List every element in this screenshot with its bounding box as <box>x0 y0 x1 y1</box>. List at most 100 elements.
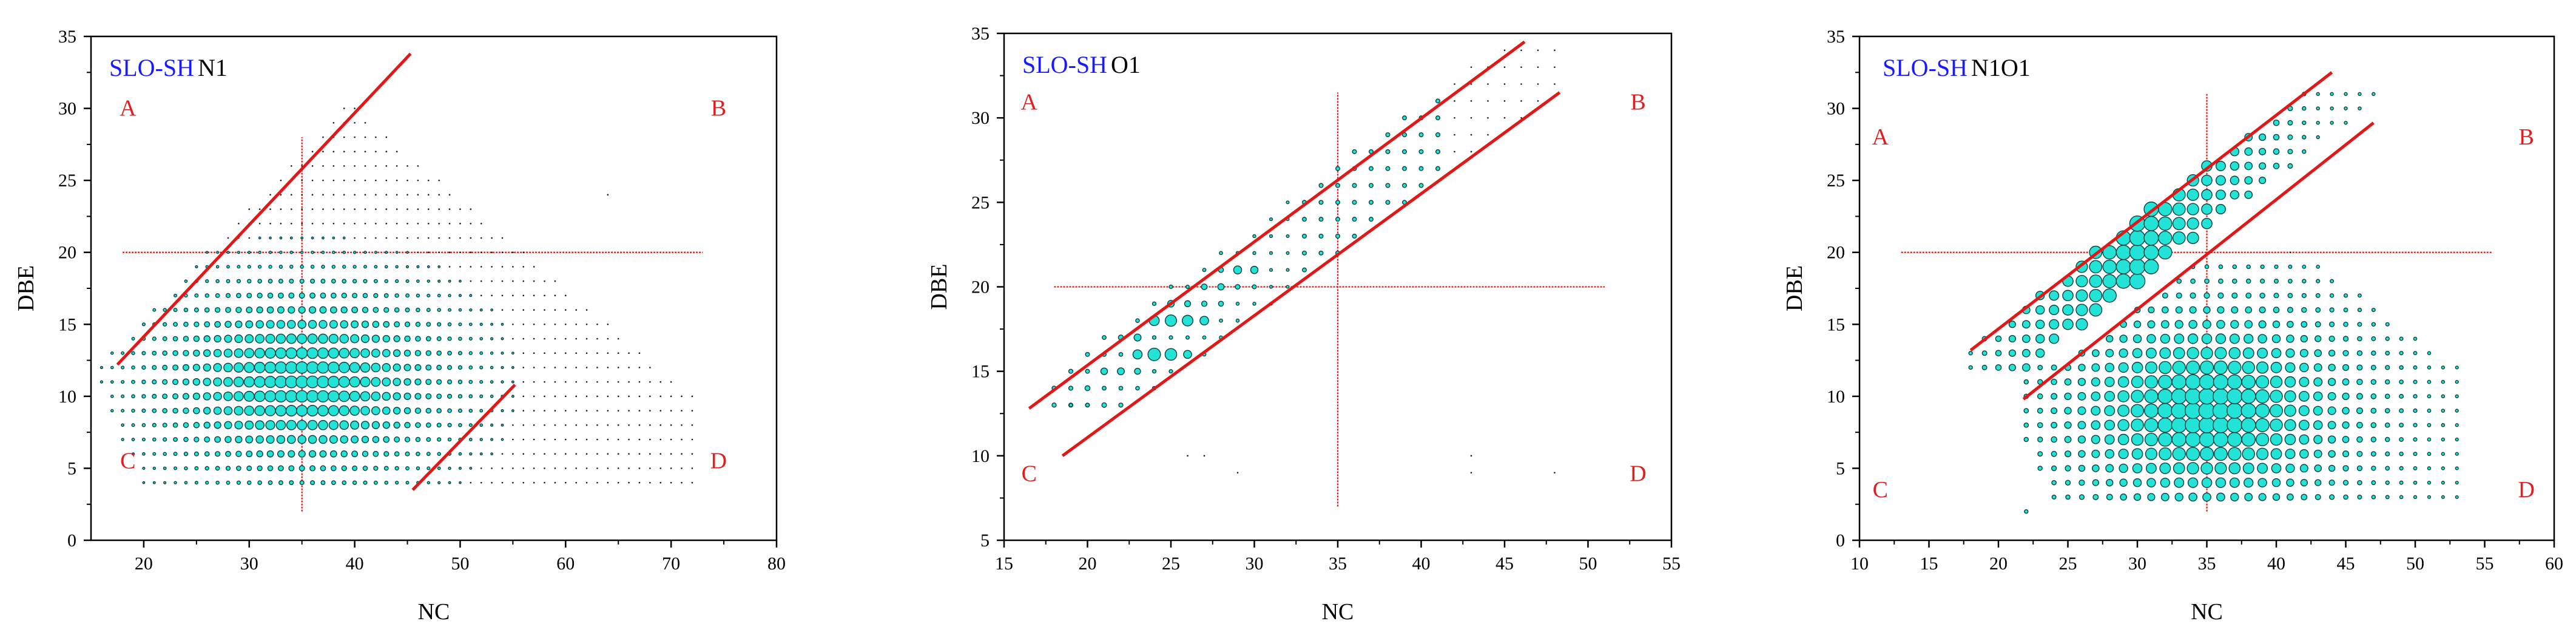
data-point <box>607 338 609 340</box>
data-point <box>490 423 494 427</box>
data-point <box>480 237 482 239</box>
data-point <box>2106 478 2114 487</box>
data-point <box>278 480 283 486</box>
data-point <box>343 165 345 167</box>
data-point <box>1554 49 1556 52</box>
data-point <box>141 409 146 413</box>
x-tick-label: 20 <box>135 554 153 574</box>
data-point <box>2106 334 2114 343</box>
data-point <box>2270 362 2282 373</box>
data-point <box>1151 368 1157 374</box>
data-point <box>2413 351 2418 356</box>
data-point <box>585 381 588 383</box>
data-point <box>1968 351 1973 356</box>
data-point <box>2427 394 2432 399</box>
data-point <box>266 320 275 329</box>
data-point <box>172 393 179 399</box>
data-point <box>121 394 125 398</box>
data-point <box>396 151 398 153</box>
data-point <box>2299 348 2308 358</box>
data-point <box>691 438 693 441</box>
data-point <box>416 293 420 298</box>
data-point <box>617 467 619 469</box>
data-point <box>1470 100 1472 102</box>
data-point <box>2342 436 2350 443</box>
data-point <box>183 322 189 327</box>
data-point <box>361 435 369 444</box>
data-point <box>607 410 609 412</box>
data-point <box>183 350 189 356</box>
data-point <box>396 165 398 167</box>
data-point <box>385 179 388 182</box>
region-label-c: C <box>120 448 135 473</box>
data-point <box>364 165 366 167</box>
data-point <box>2285 463 2295 473</box>
data-point <box>2104 391 2116 402</box>
data-point <box>575 453 577 455</box>
y-tick-label: 30 <box>1827 99 1845 119</box>
data-point <box>2316 92 2320 97</box>
data-point <box>2384 436 2390 443</box>
data-point <box>173 322 178 327</box>
data-point <box>425 379 432 385</box>
data-point <box>2299 362 2309 373</box>
data-point <box>256 306 263 314</box>
y-axis-title: DBE <box>13 265 39 311</box>
data-point <box>225 450 231 457</box>
data-point <box>2270 433 2283 446</box>
data-point <box>1402 149 1408 154</box>
region-label-d: D <box>710 448 727 473</box>
data-point <box>1302 250 1307 256</box>
data-point <box>1352 183 1357 188</box>
data-point <box>274 361 287 374</box>
data-point <box>319 320 328 329</box>
data-point <box>276 435 286 444</box>
data-point <box>2008 349 2017 357</box>
data-point <box>448 237 451 239</box>
data-point <box>427 481 430 484</box>
data-point <box>649 381 651 383</box>
data-point <box>2358 106 2362 110</box>
data-point <box>544 424 545 426</box>
data-point <box>2342 392 2350 401</box>
data-point <box>2216 319 2225 329</box>
data-point <box>2037 466 2043 471</box>
data-point <box>268 251 272 254</box>
data-point <box>277 450 285 458</box>
data-point <box>393 349 401 357</box>
data-point <box>448 266 451 268</box>
data-point <box>393 392 401 401</box>
data-point <box>2051 364 2057 371</box>
data-point <box>2171 432 2187 447</box>
y-axis-title: DBE <box>1782 265 1807 311</box>
data-point <box>308 435 317 444</box>
data-point <box>2399 365 2404 370</box>
data-point <box>554 323 556 325</box>
x-tick-label: 45 <box>1495 554 1514 574</box>
data-point <box>2174 320 2183 329</box>
data-point <box>554 467 556 469</box>
data-point <box>223 362 233 373</box>
data-point <box>457 365 463 370</box>
x-tick-label: 80 <box>767 554 786 574</box>
data-point <box>417 222 419 225</box>
data-point <box>2176 292 2182 299</box>
data-point <box>404 436 411 443</box>
data-point <box>2399 466 2404 471</box>
data-point <box>351 307 359 314</box>
data-point <box>2329 293 2335 298</box>
data-point <box>2385 480 2390 485</box>
data-point <box>163 322 167 327</box>
data-point <box>1318 250 1324 256</box>
data-point <box>172 422 178 428</box>
data-point <box>1487 117 1489 119</box>
data-point <box>2008 321 2017 328</box>
data-point <box>289 279 294 284</box>
data-point <box>2131 375 2144 389</box>
data-point <box>2215 333 2227 344</box>
data-point <box>152 466 157 470</box>
data-point <box>364 151 366 153</box>
data-point <box>152 308 157 312</box>
data-point <box>533 367 535 368</box>
